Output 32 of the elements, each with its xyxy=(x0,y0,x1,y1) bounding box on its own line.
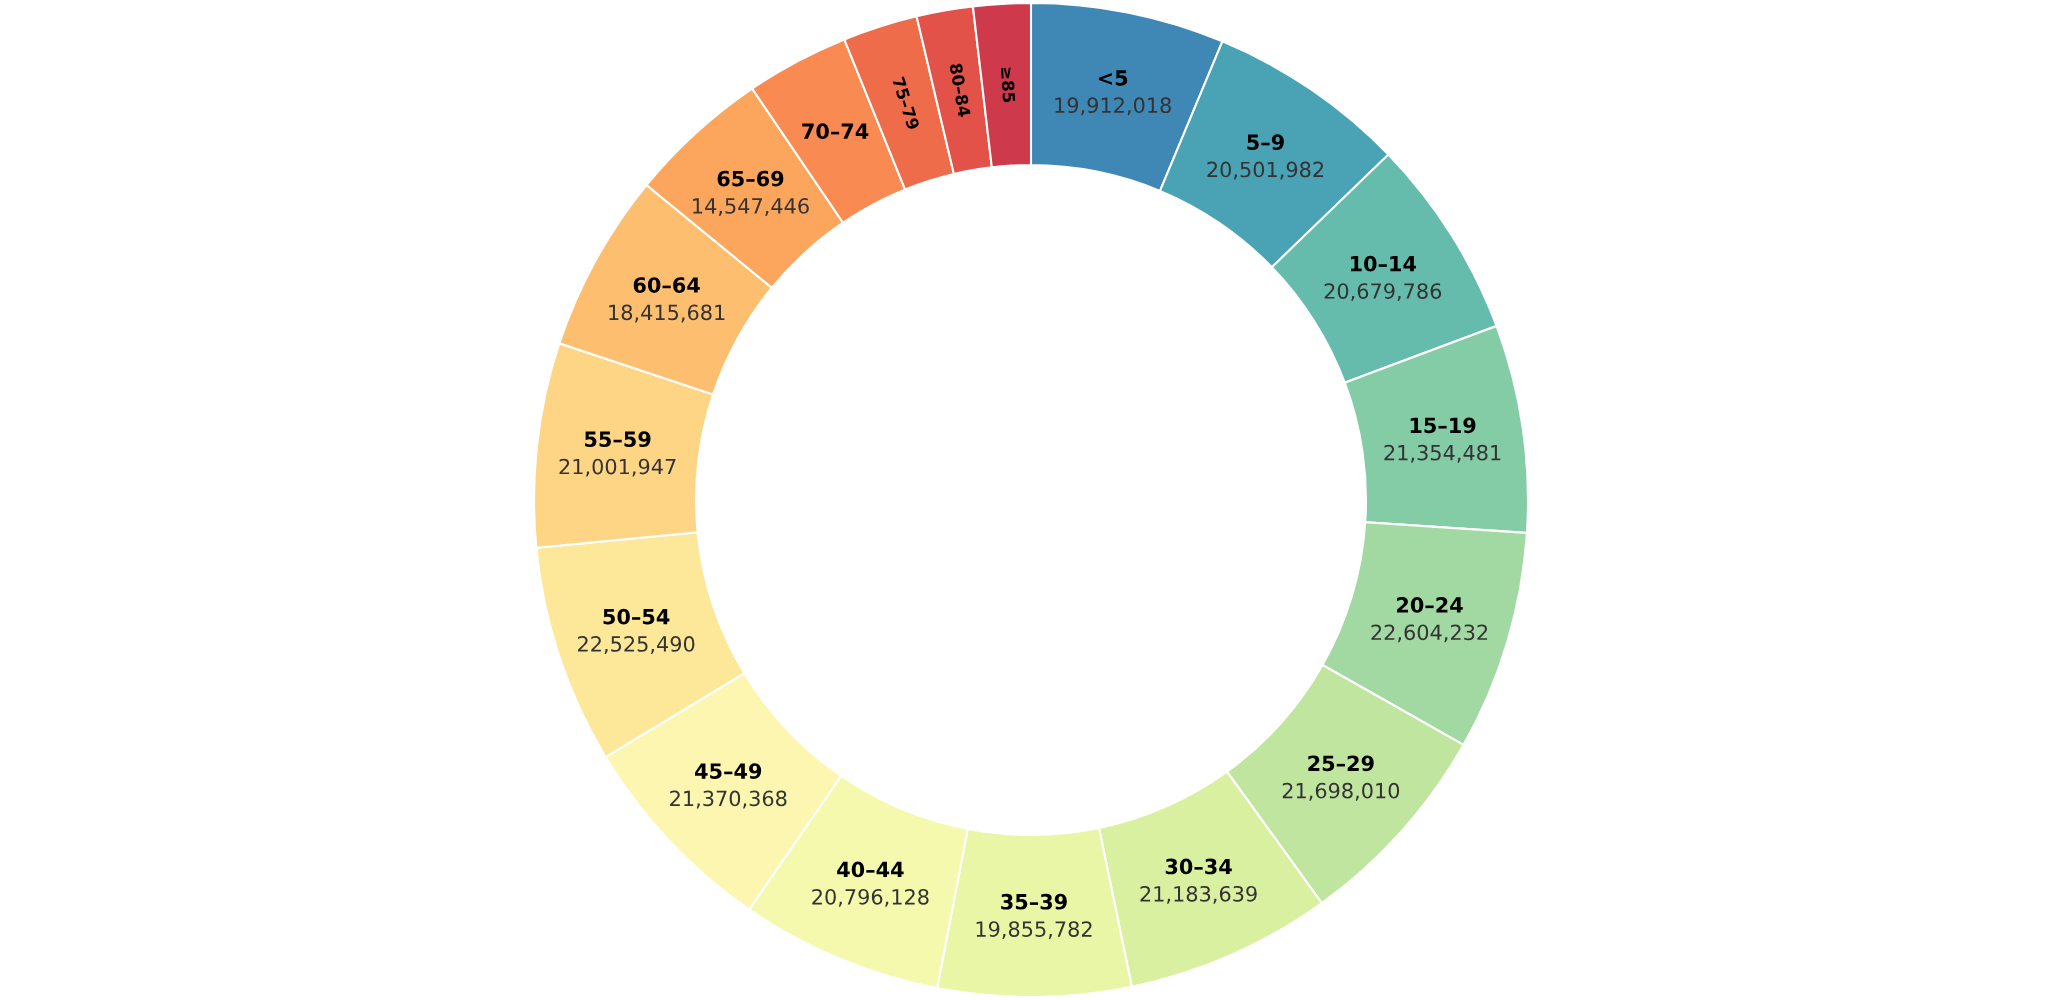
slice-label: 15–19 xyxy=(1410,417,1476,434)
data-label: 18,415,681 xyxy=(609,304,725,323)
slice-label: 75–79 xyxy=(892,76,920,131)
slice-label: 35–39 xyxy=(1001,893,1067,910)
data-label: 22,525,490 xyxy=(578,636,695,654)
data-label: 20,679,786 xyxy=(1324,283,1442,302)
slice-label: 5–9 xyxy=(1247,134,1284,151)
data-label: 20,796,128 xyxy=(812,888,929,907)
data-label: 21,370,368 xyxy=(670,790,787,809)
data-label: 14,547,446 xyxy=(693,198,809,216)
data-label: 21,183,639 xyxy=(1140,885,1257,904)
slice-label: 65–69 xyxy=(717,170,784,187)
data-label: 20,501,982 xyxy=(1207,161,1324,180)
data-label: 21,354,481 xyxy=(1384,444,1501,463)
slice-label: 10–14 xyxy=(1350,255,1417,272)
slice-label: 30–34 xyxy=(1165,858,1232,875)
slice-label: 60–64 xyxy=(633,277,700,293)
data-label: 19,912,018 xyxy=(1055,97,1171,116)
data-label: 21,698,010 xyxy=(1282,782,1400,801)
slice-label: 20–24 xyxy=(1396,597,1463,613)
slice-label: 40–44 xyxy=(837,861,904,878)
slice-label: 45–49 xyxy=(695,763,762,779)
slice-label: 70–74 xyxy=(802,123,869,140)
data-label: 22,604,232 xyxy=(1371,624,1488,643)
slice-label: 80–84 xyxy=(949,63,971,118)
data-label: 21,001,947 xyxy=(559,458,676,477)
slice-label: 55–59 xyxy=(585,431,651,448)
slice-label: 50–54 xyxy=(603,608,670,625)
slice-label: 25–29 xyxy=(1308,755,1374,772)
slice-label: ≥85 xyxy=(1000,67,1016,103)
slice-label: <5 xyxy=(1098,70,1128,86)
data-label: 19,855,782 xyxy=(976,921,1092,940)
